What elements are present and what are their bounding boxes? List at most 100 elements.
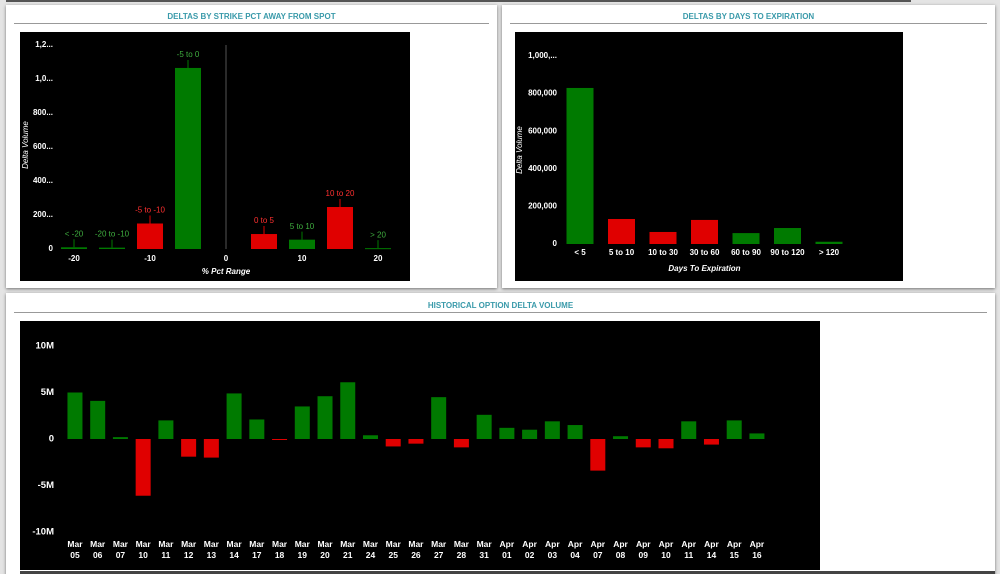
- x-tick-label: Apr 16: [749, 539, 765, 560]
- bar: [431, 397, 447, 439]
- bar: [175, 67, 201, 249]
- bar: [590, 439, 606, 471]
- y-tick-label: 200,000: [528, 202, 557, 211]
- x-axis-title: Days To Expiration: [668, 264, 740, 273]
- x-tick-label: Apr 09: [635, 539, 651, 560]
- x-tick-label: Mar 19: [294, 539, 310, 560]
- bar: [649, 231, 677, 244]
- rule: [14, 312, 987, 313]
- x-tick-label: Apr 08: [613, 539, 628, 560]
- bar: [613, 436, 629, 439]
- x-tick-label: Mar 28: [453, 539, 469, 560]
- bar: [272, 439, 288, 440]
- x-tick-label: Apr 10: [658, 539, 674, 560]
- bar: [726, 420, 742, 439]
- x-tick-label: < 5: [574, 248, 586, 257]
- data-label: 5 to 10: [290, 222, 315, 231]
- panel-title: DELTAS BY DAYS TO EXPIRATION: [682, 12, 815, 21]
- bar: [365, 248, 391, 250]
- x-tick-label: Mar 12: [181, 539, 197, 560]
- bar: [362, 435, 378, 439]
- y-axis-title: Delta Volume: [515, 126, 524, 174]
- y-tick-label: 5M: [41, 387, 54, 398]
- x-tick-label: Apr 11: [681, 539, 697, 560]
- bar: [317, 396, 333, 439]
- x-tick-label: Mar 17: [249, 539, 265, 560]
- x-tick-label: 0: [224, 254, 229, 263]
- panel-title: HISTORICAL OPTION DELTA VOLUME: [427, 301, 574, 310]
- bottom-bar: [20, 571, 995, 574]
- x-tick-label: 30 to 60: [690, 248, 720, 257]
- bar: [658, 439, 674, 449]
- y-tick-label: 800,000: [528, 89, 557, 98]
- bar: [815, 241, 843, 244]
- x-tick-label: Mar 24: [362, 539, 379, 560]
- bar: [774, 228, 801, 244]
- data-label: -5 to -10: [135, 206, 165, 215]
- x-tick-label: Apr 01: [499, 539, 515, 560]
- x-tick-label: Apr 02: [522, 539, 537, 560]
- x-tick-label: Mar 13: [203, 539, 219, 560]
- y-tick-label: 0: [49, 434, 54, 445]
- bar: [203, 439, 219, 458]
- bar: [732, 233, 760, 244]
- bar: [181, 439, 197, 457]
- bar: [635, 439, 651, 448]
- bar: [476, 414, 492, 439]
- x-tick-label: -20: [68, 254, 80, 263]
- bar: [251, 234, 277, 249]
- y-tick-label: 600,000: [528, 126, 557, 135]
- bar: [385, 439, 401, 447]
- x-tick-label: 90 to 120: [770, 248, 805, 257]
- y-tick-label: 400...: [33, 176, 53, 185]
- bar: [499, 427, 515, 439]
- y-tick-label: 800...: [33, 108, 53, 117]
- bar: [522, 429, 538, 439]
- data-label: > 20: [370, 230, 386, 239]
- y-tick-label: 400,000: [528, 164, 557, 173]
- y-tick-label: 0: [49, 244, 54, 253]
- x-tick-label: Mar 11: [158, 539, 174, 560]
- y-tick-label: -5M: [38, 480, 54, 491]
- x-tick-label: 60 to 90: [731, 248, 761, 257]
- data-label: -20 to -10: [95, 230, 130, 239]
- bar: [249, 419, 265, 439]
- x-axis-title: % Pct Range: [202, 267, 251, 276]
- y-tick-label: 1,2...: [35, 40, 53, 49]
- x-tick-label: Mar 27: [431, 539, 447, 560]
- bar: [566, 87, 594, 245]
- x-tick-label: Mar 21: [340, 539, 356, 560]
- rule: [14, 23, 489, 24]
- x-tick-label: Mar 10: [135, 539, 151, 560]
- bar: [453, 439, 469, 448]
- y-tick-label: 1,0...: [35, 74, 53, 83]
- top-bar: [6, 0, 911, 2]
- chart: 0 200,000 400,000 600,000 800,000 1,000,... < …: [515, 32, 903, 281]
- x-tick-label: Apr 03: [545, 539, 560, 560]
- x-tick-label: Mar 25: [385, 539, 401, 560]
- y-tick-label: 0: [553, 239, 558, 248]
- bar: [691, 219, 718, 244]
- data-label: 0 to 5: [254, 216, 275, 225]
- x-tick-label: Mar 14: [226, 539, 242, 560]
- data-label: < -20: [65, 229, 84, 238]
- x-tick-label: 20: [374, 254, 383, 263]
- y-tick-label: 200...: [33, 210, 53, 219]
- chart: 0 200... 400... 600... 800... 1,0... 1,2... -20…: [20, 32, 410, 281]
- x-tick-label: Apr 04: [567, 539, 583, 560]
- bar: [749, 433, 765, 439]
- x-tick-label: 5 to 10: [609, 248, 635, 257]
- bar: [112, 437, 128, 439]
- bar: [61, 247, 87, 249]
- y-tick-label: 600...: [33, 142, 53, 151]
- bar: [67, 392, 83, 439]
- bar: [567, 425, 583, 439]
- y-tick-label: 1,000,...: [528, 51, 557, 60]
- data-label: 10 to 20: [326, 189, 355, 198]
- bar: [681, 421, 697, 439]
- y-tick-label: 10M: [36, 341, 55, 352]
- bar: [294, 406, 310, 439]
- x-tick-label: Apr 14: [704, 539, 719, 560]
- x-tick-label: Apr 07: [590, 539, 606, 560]
